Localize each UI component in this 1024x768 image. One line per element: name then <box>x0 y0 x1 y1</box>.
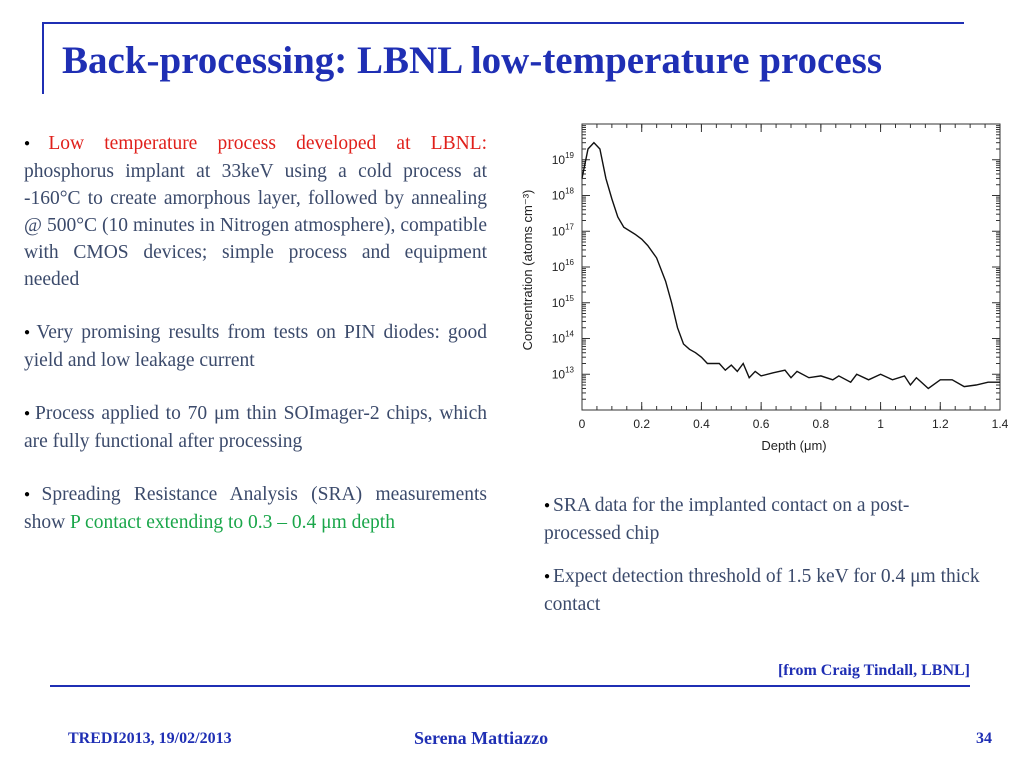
bullet-4-text: Spreading Resistance Analysis (SRA) meas… <box>24 484 487 534</box>
title-left-rule <box>42 22 44 94</box>
x-tick-label: 1.2 <box>932 417 949 431</box>
x-tick-label: 1 <box>877 417 884 431</box>
right-bullet-2-text: Expect detection threshold of 1.5 keV fo… <box>544 566 980 616</box>
right-bullet-1-text: SRA data for the implanted contact on a … <box>544 495 910 545</box>
chart-ticks: 0 0.2 0.4 0.6 0.8 1 1.2 1.4 1013 1014 1015 1016 1017… <box>552 123 1009 431</box>
bullet-icon: ● <box>24 489 39 501</box>
y-tick-label: 1019 <box>552 151 575 167</box>
y-tick-label: 1018 <box>552 187 575 203</box>
y-tick-label: 1014 <box>552 330 575 346</box>
bullet-item-3: ● Process applied to 70 μm thin SOImager-… <box>24 400 487 455</box>
x-tick-label: 0.6 <box>753 417 770 431</box>
footer-author: Serena Mattiazzo <box>414 728 549 748</box>
chart-series <box>581 141 1000 390</box>
chart-frame <box>581 123 1001 411</box>
right-bullet-item-2: ● Expect detection threshold of 1.5 keV f… <box>544 563 984 618</box>
bullet-icon: ● <box>24 138 46 150</box>
right-bullet-list: ● SRA data for the implanted contact on a… <box>544 492 984 634</box>
left-bullet-list: ● Low temperature process developed at LB… <box>24 130 487 562</box>
sra-concentration-chart: 0 0.2 0.4 0.6 0.8 1 1.2 1.4 1013 1014 1015 1016 1017… <box>520 123 1009 453</box>
slide-title: Back-processing: LBNL low-temperature pr… <box>62 39 883 82</box>
y-tick-label: 1017 <box>552 222 575 238</box>
bullet-4-highlight: P contact extending to 0.3 – 0.4 μm dept… <box>70 512 395 534</box>
x-tick-label: 0.4 <box>693 417 710 431</box>
bullet-icon: ● <box>24 408 33 420</box>
bullet-item-1: ● Low temperature process developed at LB… <box>24 130 487 293</box>
x-tick-label: 0.2 <box>633 417 650 431</box>
chart-x-axis-label: Depth (μm) <box>761 438 826 453</box>
footer-page-number: 34 <box>976 730 992 747</box>
bullet-icon: ● <box>544 571 551 583</box>
x-tick-label: 0.8 <box>813 417 830 431</box>
y-tick-label: 1013 <box>552 365 575 381</box>
chart-axes <box>581 123 1001 411</box>
x-tick-label: 1.4 <box>992 417 1009 431</box>
x-tick-label: 0 <box>579 417 586 431</box>
footer-event: TREDI2013, 19/02/2013 <box>68 730 232 747</box>
y-tick-label: 1016 <box>552 258 575 274</box>
bullet-item-4: ● Spreading Resistance Analysis (SRA) mea… <box>24 481 487 536</box>
bullet-1-text: phosphorus implant at 33keV using a cold… <box>24 161 487 291</box>
bullet-3-text: Process applied to 70 μm thin SOImager-2… <box>24 403 487 453</box>
bullet-item-2: ● Very promising results from tests on PI… <box>24 319 487 374</box>
bullet-2-text: Very promising results from tests on PIN… <box>24 322 488 372</box>
concentration-line <box>581 141 1000 390</box>
title-top-rule <box>42 22 964 24</box>
bullet-icon: ● <box>544 500 551 512</box>
bullet-1-highlight: Low temperature process developed at LBN… <box>48 133 487 154</box>
right-bullet-item-1: ● SRA data for the implanted contact on a… <box>544 492 984 547</box>
y-tick-label: 1015 <box>552 294 575 310</box>
source-credit: [from Craig Tindall, LBNL] <box>777 662 970 679</box>
chart-y-axis-label: Concentration (atoms cm⁻³) <box>520 190 535 351</box>
footer-rule <box>50 685 970 687</box>
bullet-icon: ● <box>24 327 34 339</box>
